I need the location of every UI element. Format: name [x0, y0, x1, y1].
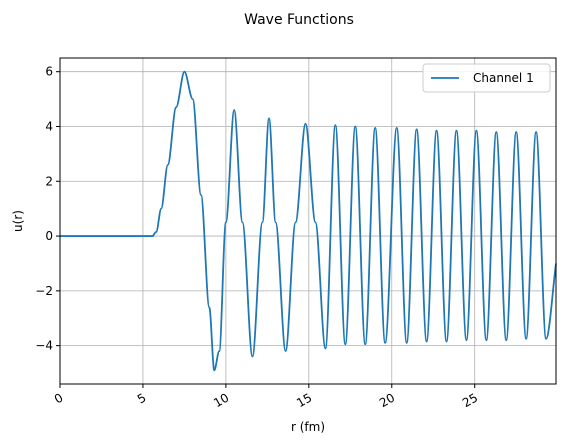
plot-frame — [59, 57, 557, 385]
series-layer — [59, 70, 557, 372]
y-tick-label: 2 — [45, 174, 53, 188]
chart-title: Wave Functions — [244, 12, 354, 28]
x-tick-label: 5 — [135, 390, 149, 406]
x-tick-label: 10 — [211, 390, 231, 410]
legend: Channel 1 — [422, 63, 551, 93]
x-tick-label: 0 — [52, 390, 66, 406]
x-tick-label: 15 — [294, 390, 314, 410]
x-axis-ticks: 0 5 10 15 20 25 — [52, 384, 480, 410]
y-tick-label: −2 — [35, 284, 53, 298]
y-tick-label: −4 — [35, 339, 53, 353]
x-axis-label: r (fm) — [291, 420, 325, 434]
y-tick-label: 4 — [45, 119, 53, 133]
legend-label-channel-1: Channel 1 — [473, 71, 534, 85]
y-tick-label: 0 — [45, 229, 53, 243]
legend-box — [422, 63, 551, 93]
x-tick-label: 20 — [377, 390, 397, 410]
x-tick-label: 25 — [460, 390, 480, 410]
y-axis-label: u(r) — [11, 210, 25, 232]
y-tick-label: 6 — [45, 65, 53, 79]
series-line-channel-1 — [59, 70, 557, 372]
y-axis-ticks: −4 −2 0 2 4 6 — [35, 65, 60, 353]
